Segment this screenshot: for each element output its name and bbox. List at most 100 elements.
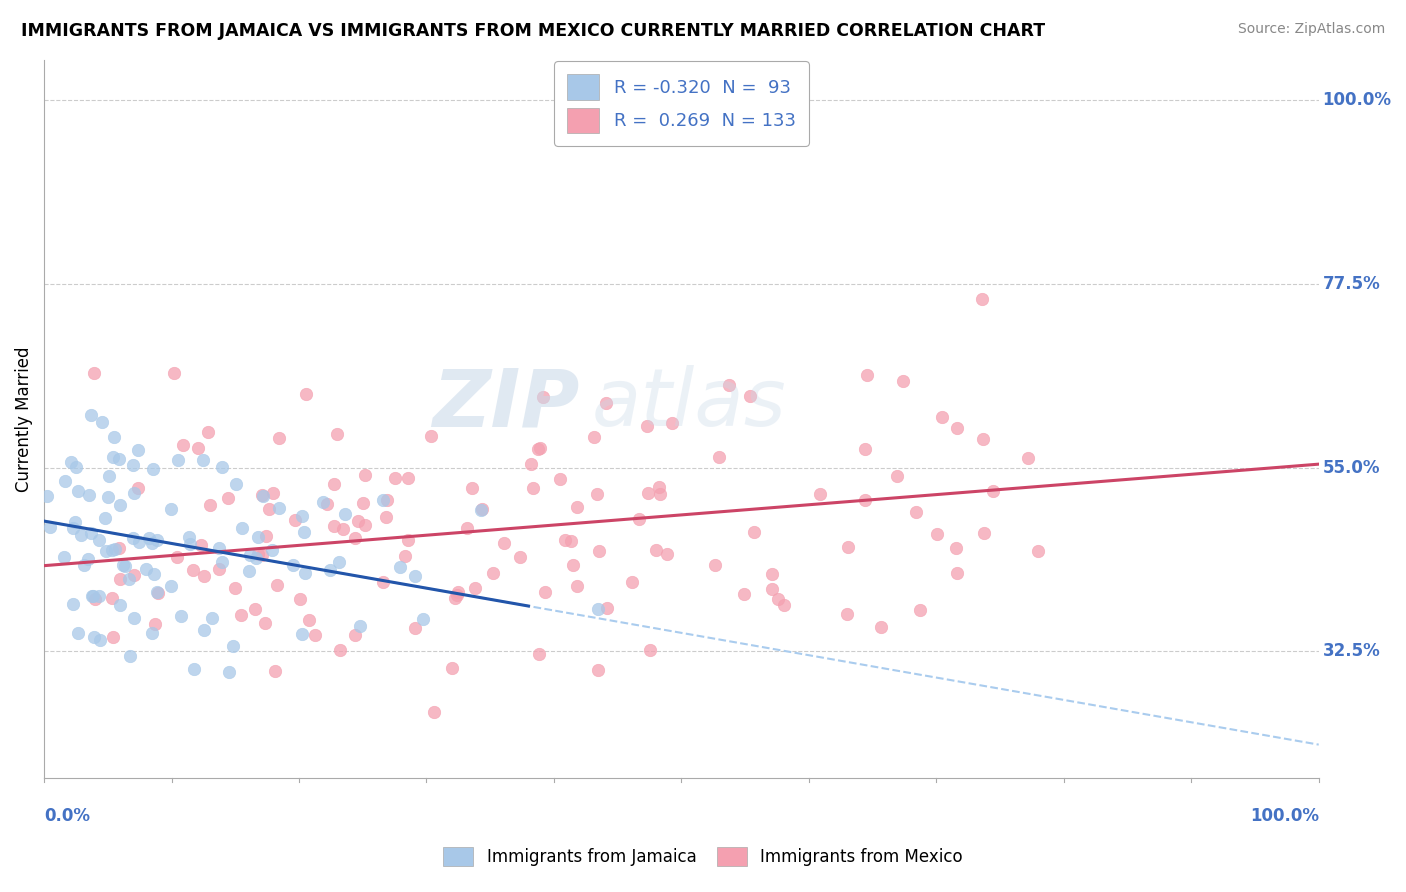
Point: [565, 500, 588, 514]
Point: [262, 485, 284, 500]
Point: [142, 566, 165, 581]
Point: [446, 588, 468, 602]
Point: [62, 521, 84, 535]
Point: [254, 615, 277, 630]
Point: [891, 374, 914, 388]
Point: [127, 481, 149, 495]
Text: Source: ZipAtlas.com: Source: ZipAtlas.com: [1237, 22, 1385, 37]
Point: [281, 558, 304, 572]
Point: [586, 487, 609, 501]
Point: [460, 481, 482, 495]
Point: [67, 626, 90, 640]
Point: [103, 430, 125, 444]
Point: [637, 486, 659, 500]
Point: [288, 591, 311, 606]
Point: [422, 705, 444, 719]
Point: [250, 488, 273, 502]
Point: [198, 499, 221, 513]
Point: [122, 568, 145, 582]
Point: [509, 550, 531, 565]
Point: [65, 515, 87, 529]
Point: [707, 450, 730, 464]
Point: [347, 514, 370, 528]
Point: [628, 512, 651, 526]
Point: [108, 498, 131, 512]
Point: [224, 581, 246, 595]
Point: [101, 543, 124, 558]
Point: [190, 538, 212, 552]
Point: [108, 451, 131, 466]
Point: [114, 559, 136, 574]
Point: [222, 640, 245, 654]
Point: [396, 533, 419, 548]
Point: [70, 528, 93, 542]
Point: [519, 457, 541, 471]
Point: [404, 568, 426, 582]
Point: [354, 518, 377, 533]
Point: [1017, 450, 1039, 465]
Point: [560, 533, 582, 548]
Point: [322, 477, 344, 491]
Point: [492, 536, 515, 550]
Point: [257, 501, 280, 516]
Point: [122, 611, 145, 625]
Point: [193, 568, 215, 582]
Point: [39, 520, 62, 534]
Point: [326, 426, 349, 441]
Point: [122, 458, 145, 473]
Point: [853, 492, 876, 507]
Point: [471, 501, 494, 516]
Point: [384, 471, 406, 485]
Point: [66, 483, 89, 498]
Point: [565, 579, 588, 593]
Point: [856, 368, 879, 383]
Point: [650, 487, 672, 501]
Point: [53, 474, 76, 488]
Point: [291, 627, 314, 641]
Point: [181, 564, 204, 578]
Point: [72, 558, 94, 572]
Point: [267, 500, 290, 515]
Point: [197, 425, 219, 440]
Point: [90, 415, 112, 429]
Point: [122, 531, 145, 545]
Point: [94, 511, 117, 525]
Point: [211, 554, 233, 568]
Point: [291, 509, 314, 524]
Point: [377, 493, 399, 508]
Point: [548, 472, 571, 486]
Point: [183, 661, 205, 675]
Point: [193, 624, 215, 638]
Point: [166, 549, 188, 564]
Point: [254, 529, 277, 543]
Point: [239, 549, 262, 563]
Point: [246, 530, 269, 544]
Point: [284, 513, 307, 527]
Point: [292, 524, 315, 539]
Point: [101, 591, 124, 605]
Point: [761, 582, 783, 596]
Point: [733, 587, 755, 601]
Point: [973, 526, 995, 541]
Text: ZIP: ZIP: [432, 366, 579, 443]
Point: [718, 377, 741, 392]
Point: [440, 661, 463, 675]
Point: [312, 495, 335, 509]
Point: [333, 507, 356, 521]
Point: [773, 598, 796, 612]
Point: [120, 649, 142, 664]
Point: [245, 551, 267, 566]
Point: [738, 389, 761, 403]
Legend: Immigrants from Jamaica, Immigrants from Mexico: Immigrants from Jamaica, Immigrants from…: [434, 838, 972, 875]
Point: [371, 492, 394, 507]
Text: atlas: atlas: [592, 366, 787, 443]
Legend: R = -0.320  N =  93, R =  0.269  N = 133: R = -0.320 N = 93, R = 0.269 N = 133: [554, 62, 808, 146]
Point: [83, 630, 105, 644]
Point: [108, 598, 131, 612]
Point: [146, 533, 169, 547]
Point: [588, 663, 610, 677]
Point: [143, 617, 166, 632]
Point: [456, 521, 478, 535]
Point: [447, 584, 470, 599]
Point: [217, 491, 239, 505]
